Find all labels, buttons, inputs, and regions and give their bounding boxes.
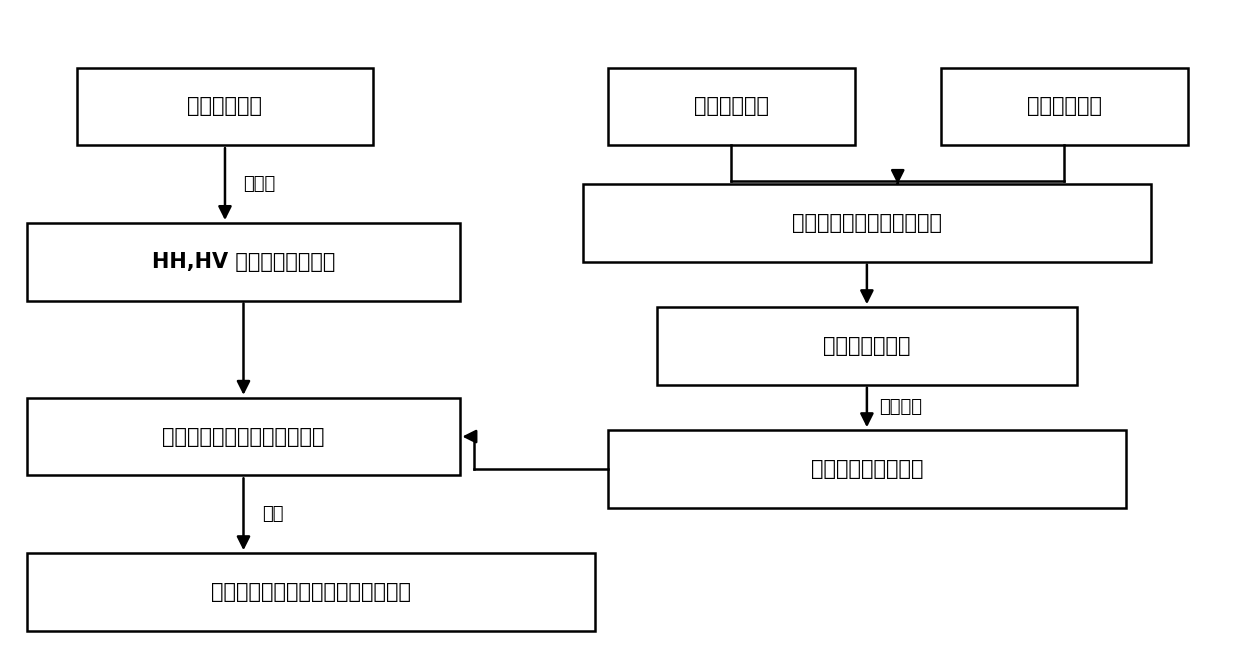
Text: 实测作物数据: 实测作物数据 [693, 97, 769, 116]
Text: 麦类作物叶面积指数反演模型: 麦类作物叶面积指数反演模型 [162, 426, 325, 447]
Bar [608, 67, 854, 145]
Text: 麦类作物分生育期散射模型: 麦类作物分生育期散射模型 [792, 213, 942, 233]
Text: 实测土壤数据: 实测土壤数据 [1027, 97, 1102, 116]
Bar [941, 67, 1188, 145]
Bar [657, 307, 1076, 385]
Bar [583, 184, 1151, 262]
Text: 空间插值: 空间插值 [879, 398, 923, 417]
Text: HH,HV 极化后向散射系数: HH,HV 极化后向散射系数 [151, 252, 335, 272]
Bar [608, 430, 1126, 508]
Bar [77, 67, 373, 145]
Bar [27, 553, 595, 631]
Text: 预处理: 预处理 [243, 175, 275, 193]
Text: 作物微波散射比: 作物微波散射比 [823, 336, 910, 356]
Bar [27, 223, 460, 300]
Text: 雷达遥感影像: 雷达遥感影像 [187, 97, 263, 116]
Text: 掩模: 掩模 [262, 505, 284, 523]
Text: 空间作物微波散射比: 空间作物微波散射比 [811, 459, 923, 479]
Bar [27, 398, 460, 475]
Text: 麦类作物叶面积指数反演结果及精度: 麦类作物叶面积指数反演结果及精度 [211, 582, 412, 602]
